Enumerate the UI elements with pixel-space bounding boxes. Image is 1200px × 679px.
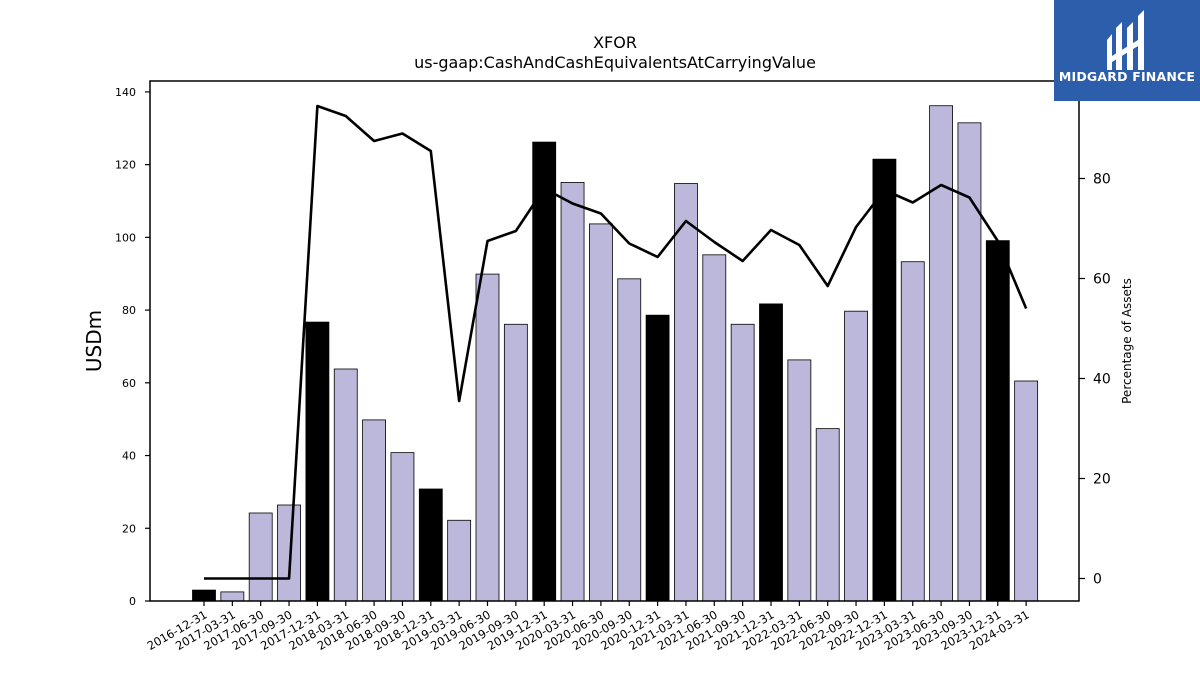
bar xyxy=(418,488,443,602)
bar xyxy=(985,240,1010,602)
y-tick-label-left: 80 xyxy=(122,304,136,317)
y-tick-label-right: 80 xyxy=(1093,172,1111,188)
y-tick-label-left: 140 xyxy=(115,86,136,99)
bar xyxy=(787,359,812,602)
bar xyxy=(362,419,387,602)
bar xyxy=(333,368,358,602)
y-tick-label-left: 60 xyxy=(122,377,136,390)
bar xyxy=(645,314,670,602)
y-tick-label-left: 20 xyxy=(122,522,136,535)
chart-title: XFOR xyxy=(593,33,637,52)
bar xyxy=(759,303,783,602)
bar xyxy=(220,591,245,602)
y-tick-label-left: 120 xyxy=(115,159,136,172)
brand-logo: MIDGARD FINANCE xyxy=(1054,0,1200,101)
bar xyxy=(305,321,330,602)
bar xyxy=(929,105,953,602)
bar xyxy=(674,183,698,602)
bar xyxy=(532,141,557,602)
bar xyxy=(844,310,868,602)
y-tick-label-right: 40 xyxy=(1093,372,1111,388)
y-tick-label-right: 0 xyxy=(1093,572,1102,588)
bar xyxy=(589,223,613,602)
bar xyxy=(900,261,925,602)
bar xyxy=(702,254,727,602)
bar xyxy=(475,273,500,602)
bar xyxy=(277,504,301,602)
chart-subtitle: us-gaap:CashAndCashEquivalentsAtCarrying… xyxy=(414,53,816,72)
bars-layer xyxy=(192,105,1039,602)
bar xyxy=(730,323,755,602)
y-axis-label-right: Percentage of Assets xyxy=(1120,278,1134,404)
bar xyxy=(390,452,415,602)
y-tick-label-left: 40 xyxy=(122,450,136,463)
y-tick-label-right: 60 xyxy=(1093,272,1111,288)
bar xyxy=(1014,380,1039,602)
y-tick-label-left: 0 xyxy=(129,595,136,608)
bar xyxy=(560,182,585,602)
bar xyxy=(248,512,273,602)
bar xyxy=(503,323,528,602)
midgard-logo-icon xyxy=(1107,10,1144,70)
bar xyxy=(192,589,216,602)
bar xyxy=(815,428,840,602)
logo-text: MIDGARD FINANCE xyxy=(1058,69,1196,84)
line-layer xyxy=(204,104,1028,580)
series-line xyxy=(204,104,1028,580)
y-tick-label-left: 100 xyxy=(115,231,136,244)
bar xyxy=(872,158,897,602)
y-tick-label-right: 20 xyxy=(1093,472,1111,488)
plot-frame xyxy=(149,80,1080,602)
y-axis-label-left: USDm xyxy=(82,310,106,372)
bar xyxy=(447,519,472,602)
bar xyxy=(617,278,642,602)
